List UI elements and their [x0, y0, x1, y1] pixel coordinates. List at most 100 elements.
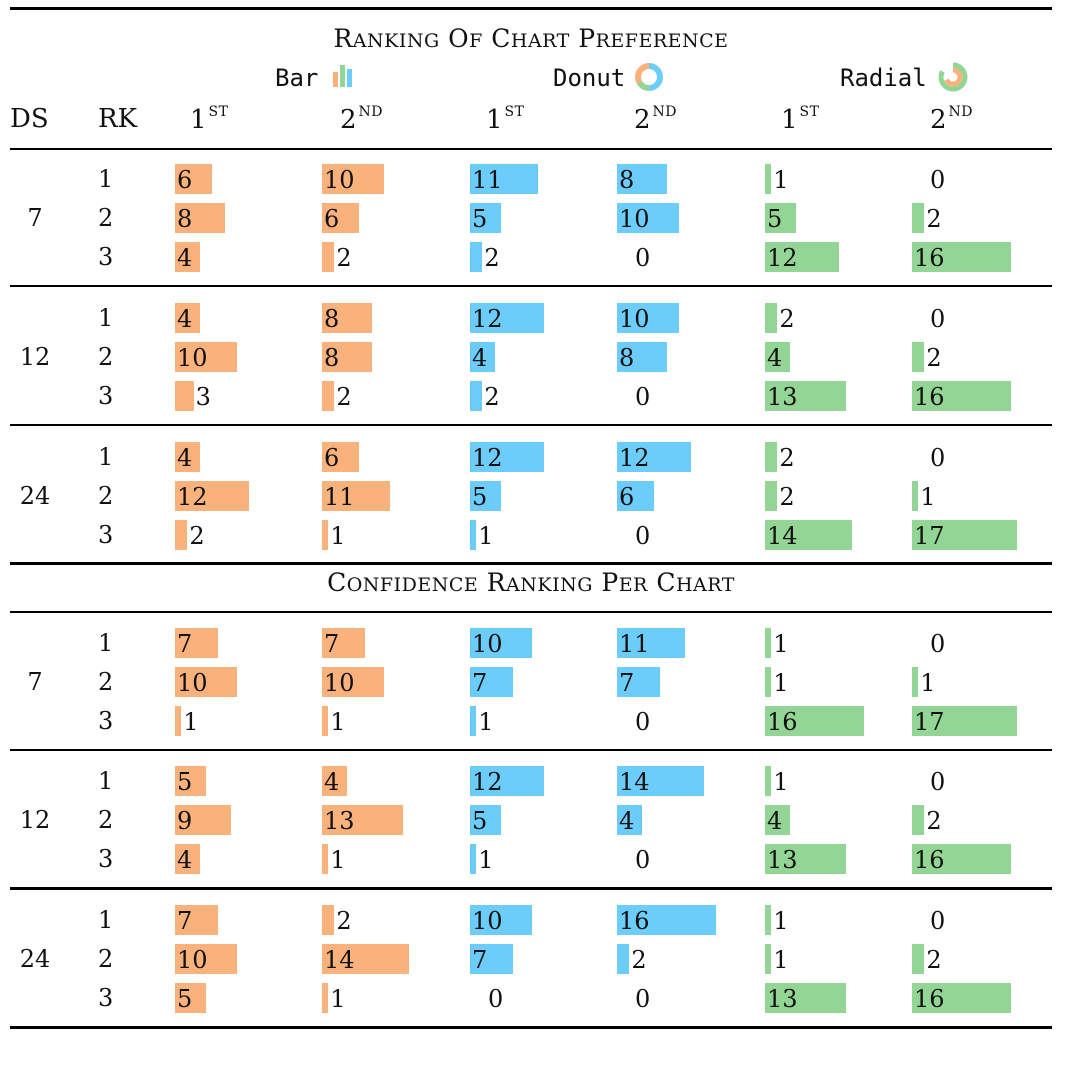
- bar-first-bar: [175, 766, 206, 796]
- bar-first-bar: [175, 905, 219, 935]
- radial-second-value: 0: [930, 305, 946, 333]
- donut-second-value: 12: [619, 444, 650, 472]
- bar-second-bar: [322, 381, 335, 411]
- donut-second-cell: 0: [617, 242, 747, 272]
- radial-first-cell: 4: [765, 342, 895, 372]
- donut-second-header: 2 ND: [634, 104, 678, 135]
- donut-second-cell: 10: [617, 203, 747, 233]
- radial-second-bar: [912, 667, 919, 697]
- donut-first-bar: [470, 944, 514, 974]
- bar-second-value: 13: [324, 807, 355, 835]
- bar-second-value: 1: [330, 846, 346, 874]
- top-rule: [10, 7, 1052, 10]
- bar-second-cell: 1: [322, 844, 452, 874]
- bar-second-bar: [322, 805, 403, 835]
- donut-second-value: 0: [635, 985, 651, 1013]
- rk-value: 3: [98, 382, 114, 410]
- radial-second-bar: [912, 944, 925, 974]
- rk-value: 3: [98, 845, 114, 873]
- radial-first-header: 1 ST: [781, 104, 820, 135]
- bar-second-value: 7: [324, 630, 340, 658]
- radial-first-value: 4: [767, 807, 783, 835]
- radial-first-bar: [765, 203, 796, 233]
- bar-first-cell: 10: [175, 944, 305, 974]
- ds-value: 7: [27, 204, 43, 232]
- donut-first-bar: [470, 303, 545, 333]
- bar-first-value: 10: [177, 344, 208, 372]
- rk-header: RK: [98, 104, 137, 134]
- radial-first-cell: 1: [765, 766, 895, 796]
- radial-second-bar: [912, 242, 1012, 272]
- donut-first-cell: 2: [470, 242, 600, 272]
- donut-second-bar: [617, 944, 630, 974]
- donut-first-cell: 12: [470, 303, 600, 333]
- bar-second-cell: 6: [322, 442, 452, 472]
- bar-first-bar: [175, 667, 237, 697]
- radial-first-cell: 13: [765, 983, 895, 1013]
- bar-first-bar: [175, 481, 250, 511]
- radial-second-cell: 0: [912, 164, 1042, 194]
- radial-first-bar: [765, 520, 852, 550]
- group-rule: [10, 424, 1052, 426]
- bar-second-value: 8: [324, 305, 340, 333]
- donut-first-value: 5: [472, 483, 488, 511]
- bar-first-value: 7: [177, 907, 193, 935]
- donut-first-cell: 2: [470, 381, 600, 411]
- donut-first-cell: 11: [470, 164, 600, 194]
- group-rule: [10, 285, 1052, 287]
- rk-value: 1: [98, 165, 114, 193]
- bar-second-bar: [322, 944, 409, 974]
- bar-second-value: 2: [336, 244, 352, 272]
- radial-first-value: 13: [767, 846, 798, 874]
- bar-second-value: 2: [336, 907, 352, 935]
- bar-second-value: 8: [324, 344, 340, 372]
- rk-value: 3: [98, 984, 114, 1012]
- donut-first-cell: 4: [470, 342, 600, 372]
- bar-first-value: 4: [177, 244, 193, 272]
- radial-second-bar: [912, 342, 925, 372]
- donut-second-cell: 12: [617, 442, 747, 472]
- donut-first-bar: [470, 628, 532, 658]
- donut-first-value: 12: [472, 768, 503, 796]
- bar-second-bar: [322, 520, 329, 550]
- radial-first-bar: [765, 342, 790, 372]
- donut-second-cell: 4: [617, 805, 747, 835]
- bar-first-bar: [175, 342, 237, 372]
- radial-first-value: 13: [767, 985, 798, 1013]
- donut-second-cell: 0: [617, 844, 747, 874]
- subheader-rule: [10, 611, 1052, 613]
- donut-second-cell: 10: [617, 303, 747, 333]
- radial-second-cell: 16: [912, 242, 1042, 272]
- bar-chart-header: Bar: [275, 64, 319, 92]
- donut-second-value: 2: [631, 946, 647, 974]
- bar-second-value: 14: [324, 946, 355, 974]
- radial-first-bar: [765, 805, 790, 835]
- donut-second-bar: [617, 628, 686, 658]
- bar-first-value: 6: [177, 166, 193, 194]
- bar-second-bar: [322, 342, 372, 372]
- bar-first-bar: [175, 983, 206, 1013]
- radial-second-cell: 16: [912, 381, 1042, 411]
- donut-second-bar: [617, 303, 679, 333]
- donut-second-cell: 2: [617, 944, 747, 974]
- donut-second-value: 0: [635, 846, 651, 874]
- radial-first-cell: 1: [765, 944, 895, 974]
- donut-second-cell: 0: [617, 706, 747, 736]
- radial-first-bar: [765, 905, 772, 935]
- bar-first-bar: [175, 242, 200, 272]
- radial-second-cell: 0: [912, 442, 1042, 472]
- bar-first-bar: [175, 203, 225, 233]
- donut-second-cell: 8: [617, 342, 747, 372]
- donut-second-bar: [617, 164, 667, 194]
- donut-first-bar: [470, 342, 495, 372]
- radial-second-cell: 0: [912, 303, 1042, 333]
- donut-first-bar: [470, 805, 501, 835]
- radial-first-bar: [765, 164, 772, 194]
- radial-first-value: 1: [773, 768, 789, 796]
- bar-first-bar: [175, 381, 194, 411]
- donut-first-value: 5: [472, 807, 488, 835]
- radial-second-cell: 16: [912, 844, 1042, 874]
- rk-value: 1: [98, 629, 114, 657]
- radial-second-cell: 1: [912, 481, 1042, 511]
- bar-second-cell: 4: [322, 766, 452, 796]
